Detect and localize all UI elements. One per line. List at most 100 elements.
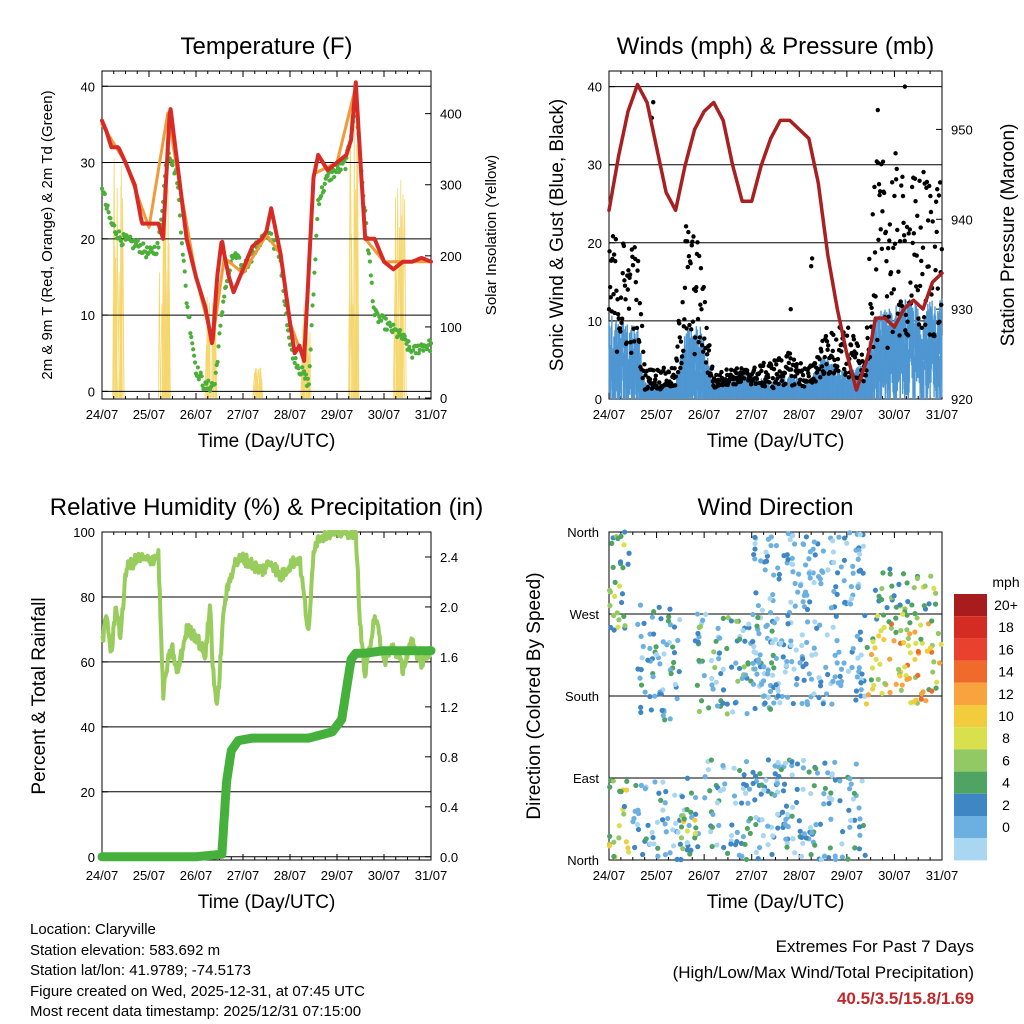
gust-point xyxy=(699,342,705,348)
gust-point xyxy=(819,349,824,354)
direction-point xyxy=(772,637,778,643)
direction-point xyxy=(678,857,684,863)
direction-point xyxy=(692,817,698,823)
gust-point xyxy=(939,302,944,308)
direction-point xyxy=(734,618,740,624)
x-tick-label: 28/07 xyxy=(274,868,307,883)
gust-point xyxy=(907,227,913,232)
gust-point xyxy=(754,376,760,381)
direction-point xyxy=(703,611,709,617)
direction-point xyxy=(816,675,822,681)
direction-point xyxy=(709,843,715,850)
gust-point xyxy=(695,240,700,245)
gust-point xyxy=(824,339,830,344)
direction-point xyxy=(750,611,756,618)
direction-point xyxy=(752,534,758,540)
direction-point xyxy=(790,804,796,811)
dewpoint-point xyxy=(387,320,392,325)
direction-point xyxy=(625,561,631,567)
direction-point xyxy=(678,835,685,841)
direction-point xyxy=(845,668,852,674)
direction-point xyxy=(844,540,850,546)
y2-axis-tick-label: 2.0 xyxy=(440,600,458,615)
legend-label: 0 xyxy=(1002,819,1010,835)
direction-point xyxy=(851,790,857,796)
dewpoint-point xyxy=(177,213,183,218)
panel-title: Wind Direction xyxy=(697,494,853,521)
direction-point xyxy=(614,610,620,616)
direction-point xyxy=(755,855,761,862)
direction-tick-label: West xyxy=(570,607,600,622)
direction-point xyxy=(886,619,892,625)
direction-point xyxy=(825,567,831,573)
direction-point xyxy=(743,790,749,796)
direction-point xyxy=(718,670,724,677)
direction-point xyxy=(771,665,777,671)
direction-point xyxy=(716,650,723,656)
direction-point xyxy=(638,633,644,640)
direction-point xyxy=(775,811,781,817)
direction-point xyxy=(763,777,769,783)
direction-point xyxy=(821,801,827,807)
direction-point xyxy=(855,583,861,590)
gust-point xyxy=(643,373,648,378)
gust-point xyxy=(937,319,942,324)
direction-point xyxy=(857,531,863,537)
direction-point xyxy=(913,640,919,646)
gust-point xyxy=(677,321,682,326)
gust-point xyxy=(685,239,690,244)
direction-point xyxy=(821,791,827,797)
direction-point xyxy=(897,602,903,608)
direction-point xyxy=(902,664,908,670)
direction-point xyxy=(728,618,734,624)
direction-point xyxy=(753,849,759,855)
direction-point xyxy=(724,701,730,707)
direction-point xyxy=(832,856,839,863)
direction-point xyxy=(829,701,835,707)
y-axis-tick-label: 20 xyxy=(588,236,602,251)
gust-point xyxy=(708,373,714,378)
direction-tick-label: North xyxy=(567,853,599,868)
gust-point xyxy=(920,271,925,277)
dewpoint-point xyxy=(199,374,204,379)
dewpoint-point xyxy=(319,185,325,190)
direction-point xyxy=(788,638,794,644)
direction-point xyxy=(708,829,714,835)
direction-point xyxy=(707,788,713,794)
direction-point xyxy=(686,822,692,829)
gust-point xyxy=(913,199,918,204)
gust-point xyxy=(901,220,906,225)
gust-point xyxy=(916,322,922,327)
x-tick-label: 25/07 xyxy=(133,407,166,422)
direction-point xyxy=(692,794,699,801)
direction-point xyxy=(929,688,935,694)
gust-point xyxy=(782,370,788,376)
direction-point xyxy=(621,811,627,817)
direction-point xyxy=(626,849,632,855)
dewpoint-point xyxy=(300,365,305,370)
direction-point xyxy=(696,708,702,715)
gust-point xyxy=(674,358,680,363)
direction-point xyxy=(833,613,839,619)
direction-point xyxy=(773,543,780,549)
direction-point xyxy=(659,817,666,823)
gust-point xyxy=(919,258,924,264)
gust-point xyxy=(635,258,641,264)
dewpoint-point xyxy=(343,167,348,172)
gust-point xyxy=(622,283,628,288)
direction-point xyxy=(767,688,774,695)
direction-point xyxy=(728,841,734,847)
gust-point xyxy=(642,362,647,367)
gust-point xyxy=(710,364,715,369)
direction-point xyxy=(856,824,863,830)
direction-point xyxy=(712,664,718,671)
direction-point xyxy=(660,807,666,813)
direction-point xyxy=(765,788,771,794)
dewpoint-point xyxy=(222,294,227,299)
x-tick-label: 29/07 xyxy=(831,868,864,883)
gust-point xyxy=(704,352,710,357)
direction-point xyxy=(642,689,648,695)
direction-point xyxy=(762,567,768,573)
gust-point xyxy=(924,179,930,185)
direction-point xyxy=(709,682,715,688)
